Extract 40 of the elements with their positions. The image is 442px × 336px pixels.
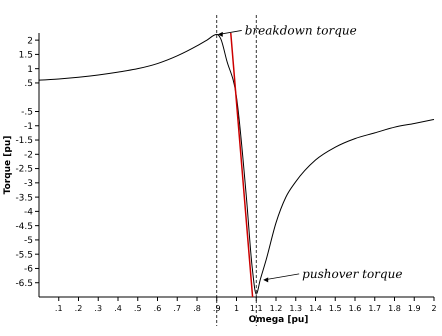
- annotation: breakdown torque: [244, 24, 357, 38]
- annotation: pushover torque: [302, 267, 402, 282]
- x-tick-label: .8: [193, 304, 201, 313]
- y-tick-label: -1: [24, 122, 33, 132]
- x-tick-label: 2: [431, 304, 437, 313]
- x-tick-label: 1.4: [309, 304, 322, 313]
- y-axis-title: Torque [pu]: [3, 136, 13, 194]
- x-tick-label: 1: [234, 304, 240, 313]
- x-axis-title: Omega [pu]: [248, 315, 308, 325]
- x-tick-label: 1.7: [368, 304, 382, 313]
- y-tick-label: -4: [24, 208, 34, 218]
- x-tick-label: .4: [114, 304, 122, 313]
- y-tick-label: 2: [27, 36, 33, 46]
- y-tick-label: -5: [24, 236, 33, 246]
- y-tick-label: .5: [24, 79, 33, 90]
- y-tick-label: -3: [24, 178, 33, 189]
- x-tick-label: .3: [94, 304, 102, 313]
- x-tick-label: 1.9: [408, 304, 421, 313]
- x-tick-label: 1.6: [348, 304, 362, 313]
- x-tick-label: 1.5: [328, 304, 342, 313]
- y-tick-label: -6: [24, 264, 34, 275]
- y-tick-label: -1.5: [15, 136, 33, 146]
- y-tick-label: -2.5: [15, 164, 33, 175]
- y-tick-label: -5.5: [15, 250, 33, 260]
- y-tick-label: -2: [24, 150, 33, 160]
- y-tick-label: -4.5: [15, 222, 33, 232]
- x-tick-label: 1.2: [270, 304, 282, 313]
- x-tick-label: 1.1: [250, 304, 263, 313]
- x-tick-label: 1.8: [388, 304, 401, 313]
- x-tick-label: .5: [134, 304, 142, 313]
- x-tick-label: 1.3: [289, 304, 302, 313]
- y-tick-label: 1: [27, 64, 33, 75]
- x-tick-label: .2: [74, 304, 82, 313]
- y-tick-label: -6.5: [15, 278, 33, 289]
- y-tick-label: -3.5: [15, 193, 33, 204]
- x-tick-label: .7: [173, 304, 182, 313]
- y-tick-label: -.5: [21, 108, 33, 118]
- x-tick-label: .1: [54, 304, 63, 313]
- y-tick-label: 1.5: [18, 50, 33, 61]
- x-tick-label: .6: [154, 304, 162, 313]
